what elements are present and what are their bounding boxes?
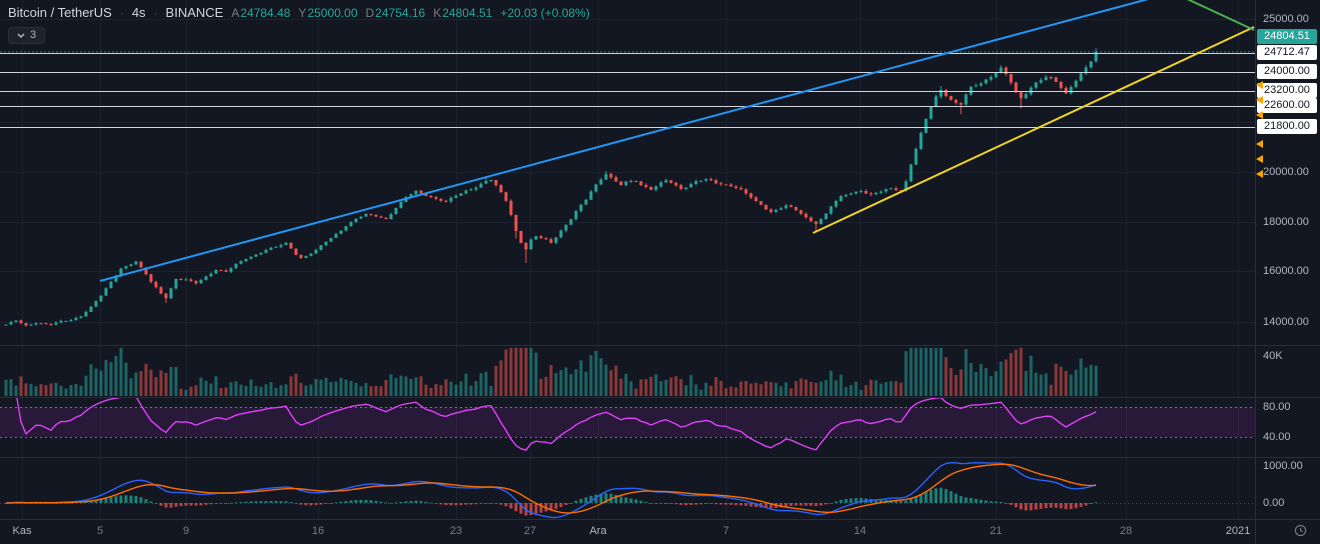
legend-separator: · xyxy=(153,6,158,20)
low-number: 24754.16 xyxy=(375,6,426,20)
legend-separator: · xyxy=(119,6,124,20)
hline-price-badge[interactable]: 24712.47 xyxy=(1257,45,1317,60)
price-alert-marker[interactable] xyxy=(1256,96,1263,104)
price-alert-marker[interactable] xyxy=(1256,155,1263,163)
time-axis-label: 2021 xyxy=(1225,525,1251,537)
price-axis-label: 18000.00 xyxy=(1263,216,1309,228)
time-axis-label: 23 xyxy=(449,525,463,537)
macd-line xyxy=(5,461,1097,519)
high-letter: Y xyxy=(298,6,307,20)
indicator-axis-label: 40K xyxy=(1263,350,1283,362)
hline-price-badge[interactable]: 22600.00 xyxy=(1257,98,1317,113)
price-axis-label: 16000.00 xyxy=(1263,265,1309,277)
price-alert-marker[interactable] xyxy=(1256,170,1263,178)
grid-lines xyxy=(0,0,1255,519)
indicator-axis-label: 1000.00 xyxy=(1263,460,1303,472)
price-axis-label: 20000.00 xyxy=(1263,166,1309,178)
candles-layer xyxy=(4,48,1098,327)
open-letter: A xyxy=(231,6,240,20)
open-number: 24784.48 xyxy=(240,6,291,20)
volume-layer xyxy=(4,347,1098,396)
exchange-label[interactable]: BINANCE xyxy=(165,5,224,20)
low-letter: D xyxy=(365,6,375,20)
macd-signal-line xyxy=(5,463,1097,514)
time-axis-label: 16 xyxy=(311,525,325,537)
time-axis-label: 27 xyxy=(523,525,537,537)
symbol-title[interactable]: Bitcoin / TetherUS xyxy=(8,5,112,20)
low-value: D24754.16 xyxy=(366,6,426,20)
time-axis-label: 14 xyxy=(853,525,867,537)
time-axis-label: Kas xyxy=(12,525,32,537)
change-value: +20.03 (+0.08%) xyxy=(500,6,590,20)
trendline-blue[interactable] xyxy=(99,0,1152,282)
trendlines xyxy=(99,0,1255,282)
rsi-band xyxy=(0,407,1255,438)
price-axis-label: 14000.00 xyxy=(1263,316,1309,328)
indicator-axis-label: 40.00 xyxy=(1263,431,1291,443)
high-value: Y25000.00 xyxy=(298,6,357,20)
macd-layer xyxy=(0,461,1255,519)
price-alert-marker[interactable] xyxy=(1256,111,1263,119)
interval-label[interactable]: 4s xyxy=(131,5,146,20)
time-axis-label: 5 xyxy=(96,525,104,537)
high-number: 25000.00 xyxy=(307,6,358,20)
time-axis-label: 28 xyxy=(1119,525,1133,537)
time-axis[interactable]: Kas 5 9 16 23 27 Ara 7 14 21 28 2021 xyxy=(0,519,1320,544)
rsi-line xyxy=(16,398,1097,452)
close-number: 24804.51 xyxy=(442,6,493,20)
close-value: K24804.51 xyxy=(433,6,492,20)
rsi-layer xyxy=(16,398,1097,452)
time-axis-label: 21 xyxy=(989,525,1003,537)
price-alert-marker[interactable] xyxy=(1256,81,1263,89)
hline-price-badge[interactable]: 24000.00 xyxy=(1257,64,1317,79)
trendline-yellow[interactable] xyxy=(812,26,1255,234)
last-price-badge: 24804.51 xyxy=(1257,29,1317,44)
indicator-axis-label: 80.00 xyxy=(1263,401,1291,413)
chevron-down-icon xyxy=(17,32,25,38)
time-axis-label: Ara xyxy=(589,525,607,537)
clock-icon[interactable] xyxy=(1294,524,1307,537)
hline-price-badge[interactable]: 21800.00 xyxy=(1257,119,1317,134)
indicator-axis-label: 0.00 xyxy=(1263,497,1285,509)
close-letter: K xyxy=(433,6,442,20)
trendline-green[interactable] xyxy=(1185,0,1255,31)
time-axis-label: 9 xyxy=(182,525,190,537)
hidden-indicators-count: 3 xyxy=(30,29,37,41)
price-axis-label: 25000.00 xyxy=(1263,13,1309,25)
symbol-legend: Bitcoin / TetherUS · 4s · BINANCE A24784… xyxy=(8,5,590,20)
time-axis-label: 7 xyxy=(722,525,730,537)
indicators-collapse-pill[interactable]: 3 xyxy=(8,27,46,44)
hline-price-badge[interactable]: 23200.00 xyxy=(1257,83,1317,98)
price-axis[interactable]: 25000.00 20000.00 18000.00 16000.00 14000.00… xyxy=(1256,0,1320,519)
price-alert-marker[interactable] xyxy=(1256,140,1263,148)
horizontal-lines xyxy=(0,53,1255,128)
open-value: A24784.48 xyxy=(231,6,290,20)
